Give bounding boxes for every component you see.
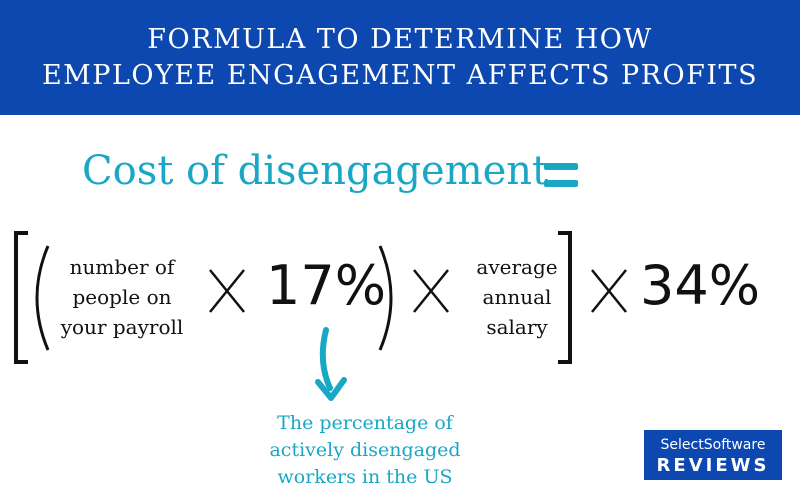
payroll-term-line: people on <box>72 285 172 309</box>
right-square-bracket <box>558 231 572 364</box>
multiply-sign-2 <box>413 269 449 313</box>
annotation-line: actively disengaged <box>269 439 461 461</box>
curved-arrow-icon <box>319 327 333 391</box>
logo-line-1: SelectSoftware <box>660 437 766 453</box>
multiply-sign-3 <box>591 269 627 313</box>
annotation-line: The percentage of <box>277 412 453 434</box>
left-square-bracket <box>14 231 28 364</box>
payroll-term: number of people on your payroll <box>52 252 192 342</box>
payroll-term-line: number of <box>69 255 175 279</box>
salary-term-line: average <box>476 255 558 279</box>
left-parenthesis <box>35 245 50 351</box>
equals-sign <box>544 163 578 189</box>
payroll-term-line: your payroll <box>60 315 184 339</box>
salary-term-line: annual <box>482 285 552 309</box>
logo-line-2: REVIEWS <box>656 455 770 476</box>
salary-term-line: salary <box>486 315 548 339</box>
disengaged-percentage: 17% <box>266 254 387 317</box>
arrow-head-icon <box>315 377 347 401</box>
annotation-line: workers in the US <box>277 466 453 488</box>
header-title-line-1: FORMULA TO DETERMINE HOW <box>147 23 653 55</box>
multiply-sign-1 <box>209 269 245 313</box>
formula-lhs: Cost of disengagement <box>82 148 549 194</box>
header-title-line-2: EMPLOYEE ENGAGEMENT AFFECTS PROFITS <box>41 59 759 91</box>
cost-percentage: 34% <box>640 254 761 317</box>
right-parenthesis <box>378 245 393 351</box>
salary-term: average annual salary <box>462 252 572 342</box>
percentage-annotation: The percentage of actively disengaged wo… <box>250 410 480 491</box>
header-banner: FORMULA TO DETERMINE HOW EMPLOYEE ENGAGE… <box>0 0 800 115</box>
selectsoftware-reviews-logo: SelectSoftware REVIEWS <box>644 430 782 480</box>
